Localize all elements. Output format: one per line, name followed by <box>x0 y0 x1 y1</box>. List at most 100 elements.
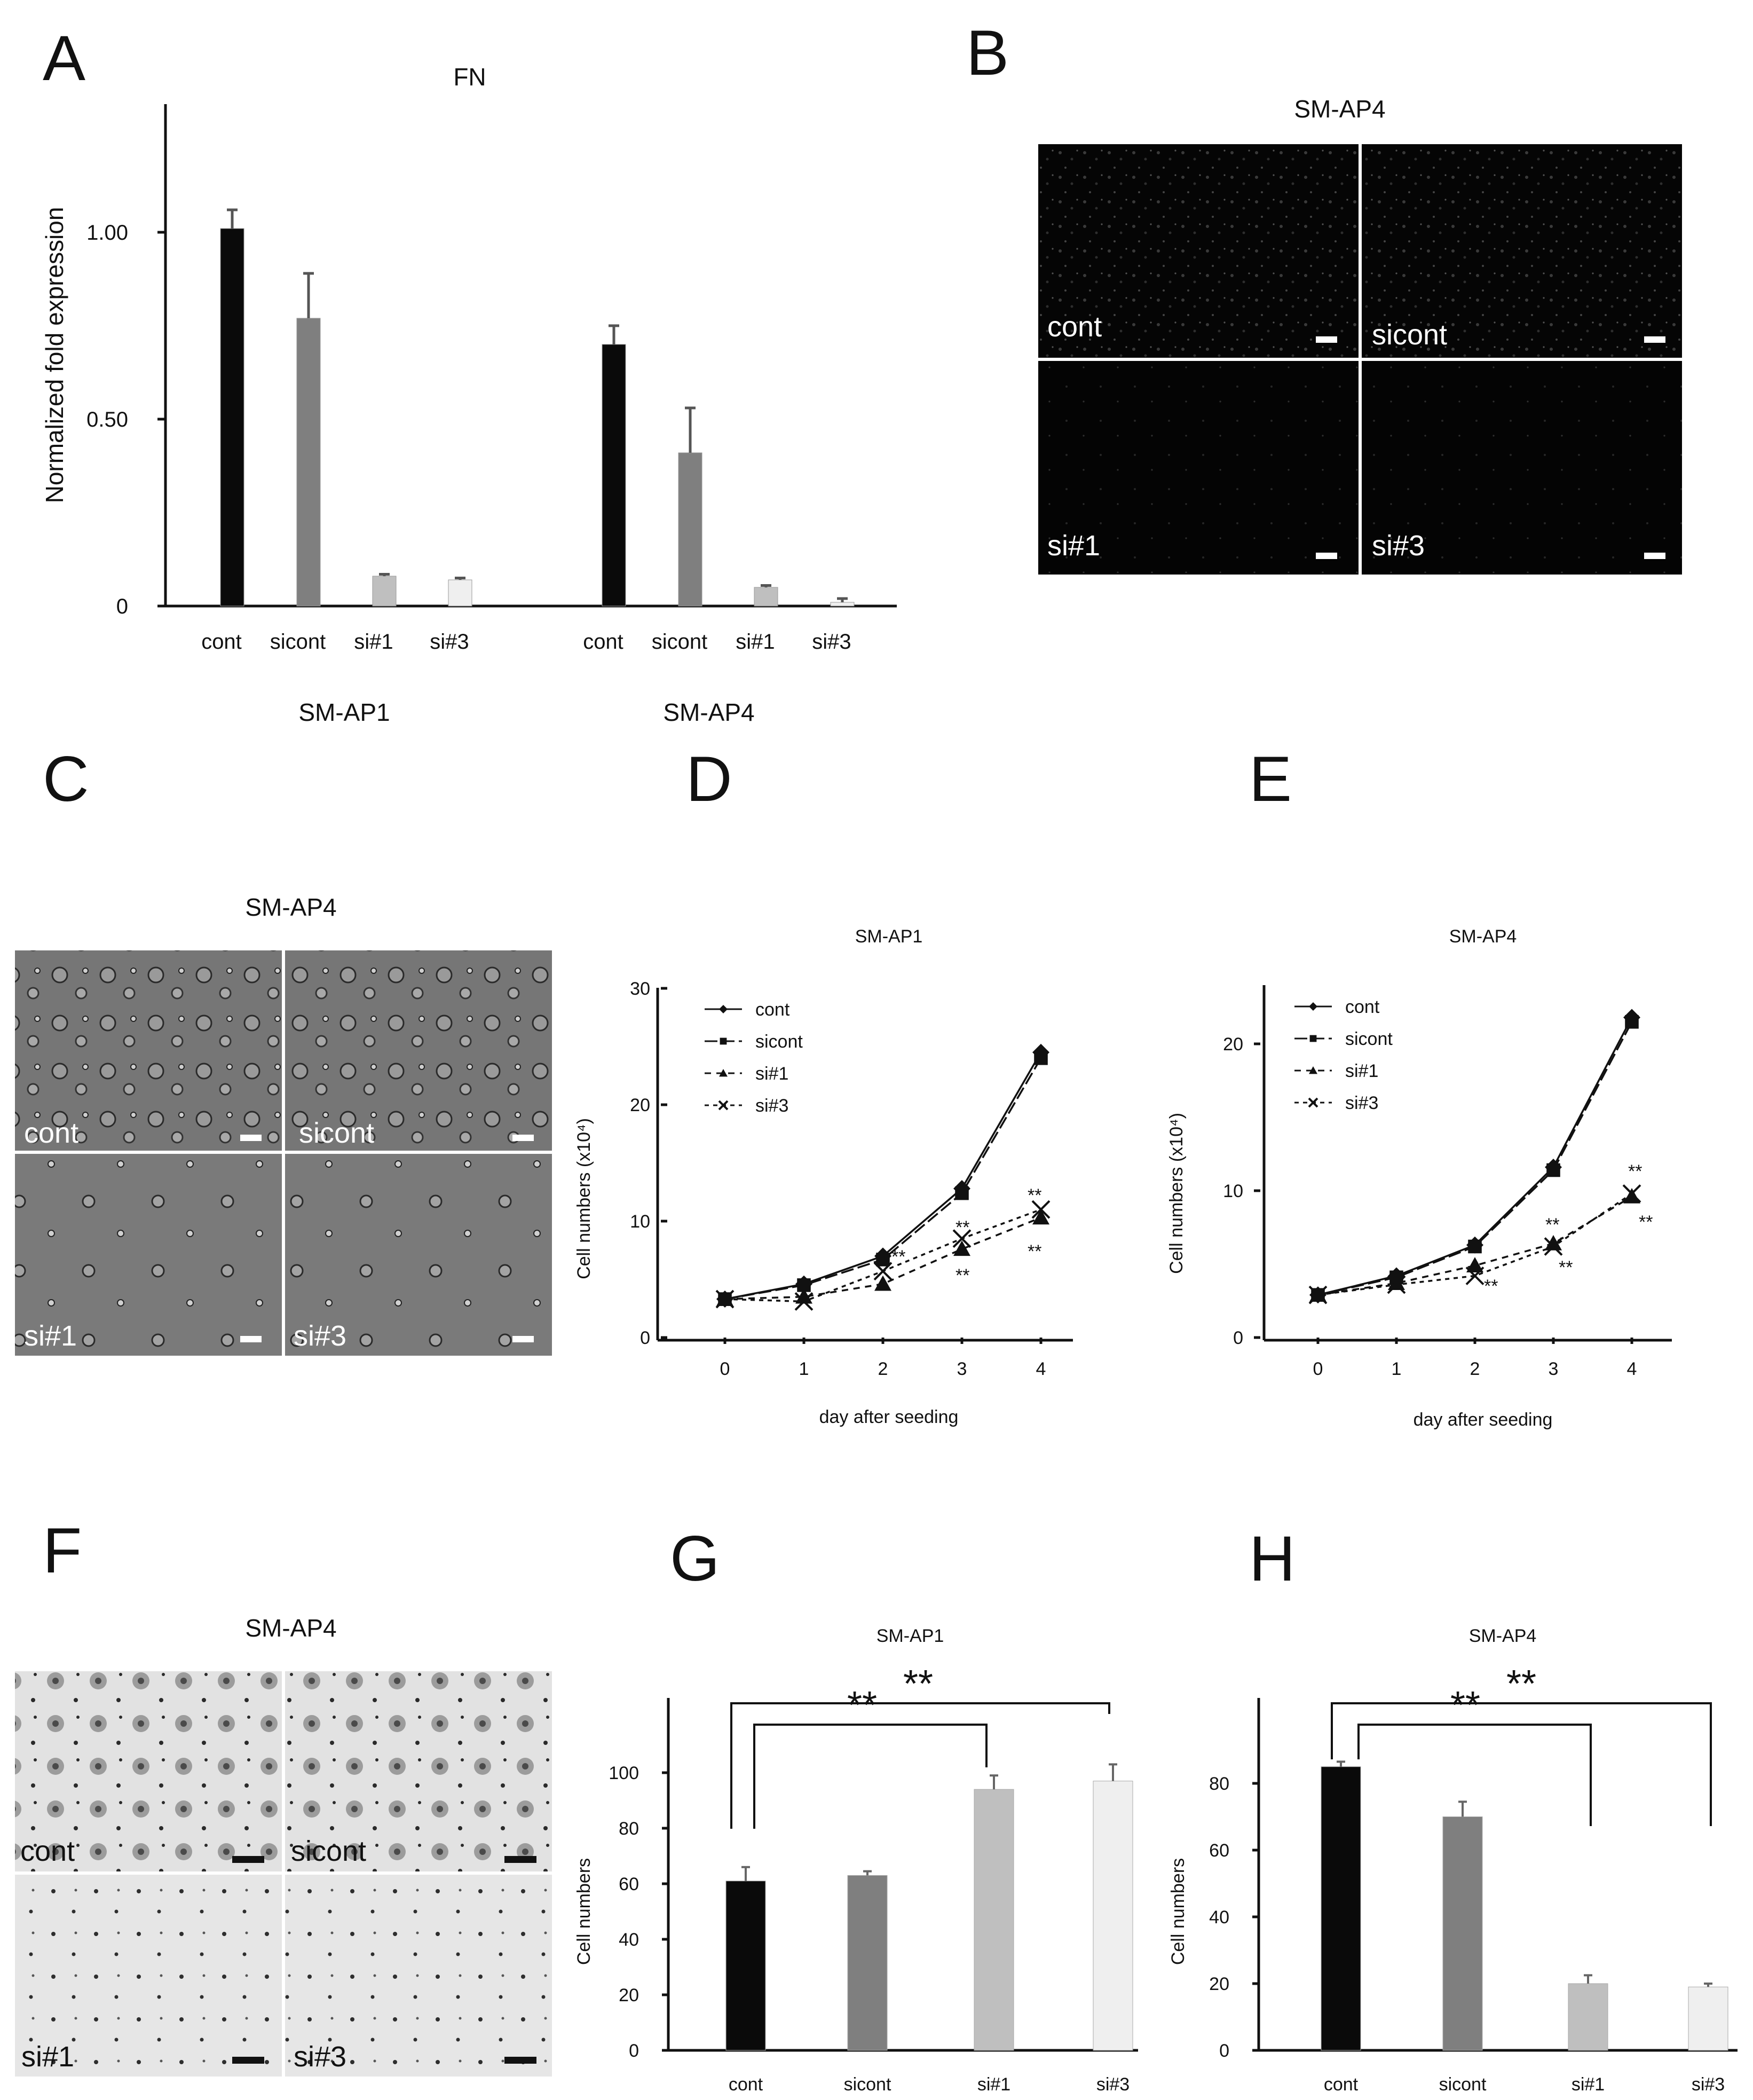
panel-g-ytick-label: 80 <box>619 1819 639 1839</box>
panel-a-category-label: si#1 <box>354 630 393 654</box>
panel-f-label-cont: cont <box>20 1835 75 1867</box>
panel-c-scale-bar-3 <box>240 1336 262 1342</box>
panel-e-title: SM-AP4 <box>1449 926 1517 947</box>
panel-g-ylabel: Cell numbers <box>574 1858 594 1965</box>
panel-letter-e: E <box>1249 743 1292 815</box>
panel-d-ytick-label: 30 <box>630 979 650 999</box>
panel-g-ytick-label: 40 <box>619 1930 639 1950</box>
panel-h-category-label: si#1 <box>1572 2074 1605 2095</box>
panel-e-data-point <box>1623 1188 1640 1204</box>
panel-d-xtick-label: 2 <box>878 1359 888 1379</box>
panel-g-ytick-label: 100 <box>609 1763 639 1783</box>
panel-f-scale-bar-4 <box>504 2057 536 2064</box>
panel-d-data-point <box>1032 1209 1049 1225</box>
panel-g-significance-bracket <box>753 1724 988 1829</box>
panel-d-significance-mark: ** <box>1028 1185 1041 1206</box>
panel-b: B SM-AP4 cont sicont si#1 si#3 <box>966 17 1682 575</box>
panel-f-micrograph-cont <box>15 1671 282 1871</box>
panel-e-significance-mark: ** <box>1545 1215 1559 1235</box>
panel-h-significance-bracket <box>1331 1702 1712 1826</box>
panel-f-image-grid: cont sicont si#1 si#3 <box>15 1671 552 2077</box>
panel-f-label-si1: si#1 <box>21 2041 74 2073</box>
panel-d-data-point <box>715 1289 735 1309</box>
panel-g-ytick-label: 60 <box>619 1874 639 1894</box>
panel-f-label-sicont: sicont <box>291 1835 366 1867</box>
panel-d-xtick-label: 3 <box>957 1359 967 1379</box>
panel-e-data-point <box>1546 1163 1560 1177</box>
panel-g-bar-0 <box>725 1881 766 2051</box>
panel-a-ytick-label: 0.50 <box>86 408 128 431</box>
panel-e-ytick-label: 10 <box>1223 1181 1243 1201</box>
panel-b-label-sicont: sicont <box>1372 319 1447 351</box>
panel-c-label-sicont: sicont <box>299 1117 374 1149</box>
panel-b-scale-bar-3 <box>1316 553 1337 559</box>
panel-d-data-point <box>876 1253 890 1267</box>
panel-b-scale-bar-1 <box>1316 336 1337 343</box>
panel-h-significance-stars: ** <box>1450 1684 1480 1727</box>
panel-d-data-point <box>795 1288 812 1304</box>
panel-e-xtick-label: 0 <box>1313 1359 1323 1379</box>
panel-a-category-label: sicont <box>652 630 708 654</box>
panel-d-legend-label: sicont <box>755 1032 803 1052</box>
panel-d-xlabel: day after seeding <box>819 1407 959 1427</box>
panel-e-significance-mark: ** <box>1628 1161 1642 1182</box>
panel-letter-d: D <box>686 743 732 815</box>
panel-e-legend-marker <box>1309 1002 1317 1011</box>
panel-g-bar-3 <box>1093 1781 1133 2051</box>
panel-f: F SM-AP4 cont sicont si#1 si#3 <box>15 1515 552 2077</box>
panel-e-legend-label: si#1 <box>1345 1061 1378 1081</box>
panel-d-significance-mark: ** <box>956 1217 969 1238</box>
panel-g-significance-stars: ** <box>903 1663 933 1705</box>
panel-c-scale-bar-1 <box>240 1135 262 1141</box>
panel-g-title: SM-AP1 <box>876 1626 944 1646</box>
panel-a-category-label: si#3 <box>430 630 469 654</box>
panel-f-title: SM-AP4 <box>245 1614 336 1642</box>
panel-e-legend-marker <box>1309 1066 1317 1074</box>
panel-d-ytick-label: 10 <box>630 1212 650 1232</box>
panel-h-category-label: si#3 <box>1692 2074 1725 2095</box>
panel-d-legend-marker <box>718 1100 729 1111</box>
panel-d-data-point <box>953 1240 970 1256</box>
panel-e-xtick-label: 4 <box>1627 1359 1637 1379</box>
panel-b-micrograph-si3 <box>1362 361 1682 575</box>
panel-e-legend-label: si#3 <box>1345 1093 1378 1113</box>
panel-c-scale-bar-4 <box>512 1336 534 1342</box>
panel-h-bar-1 <box>1442 1816 1483 2051</box>
panel-e-data-point <box>1468 1239 1482 1254</box>
panel-a-title: FN <box>453 63 486 91</box>
panel-e-legend-label: cont <box>1345 997 1380 1017</box>
panel-f-micrograph-si1 <box>15 1875 282 2077</box>
panel-d-legend-label: cont <box>755 1000 790 1020</box>
panel-f-scale-bar-3 <box>232 2057 264 2064</box>
panel-a-category-label: si#3 <box>812 630 851 654</box>
panel-e-ytick-label: 0 <box>1233 1328 1243 1348</box>
panel-e-xtick-label: 1 <box>1392 1359 1402 1379</box>
panel-f-scale-bar-1 <box>232 1856 264 1863</box>
panel-h-significance-bracket <box>1357 1724 1592 1826</box>
panel-d-data-point <box>1034 1051 1048 1065</box>
panel-a-bar-sm-ap1-0 <box>220 228 244 607</box>
panel-d-data-point <box>952 1229 972 1248</box>
panel-c-title: SM-AP4 <box>245 893 336 921</box>
panel-h-ytick-label: 40 <box>1209 1907 1229 1928</box>
panel-a-group-label-sm-ap4: SM-AP4 <box>663 698 754 726</box>
panel-a-bar-sm-ap4-0 <box>602 344 626 607</box>
panel-e-data-point <box>1387 1275 1406 1294</box>
panel-d-xtick-label: 4 <box>1036 1359 1046 1379</box>
panel-g-category-label: sicont <box>844 2074 891 2095</box>
panel-h: H SM-AP4 Cell numbers 0 20 40 60 80 cont sico… <box>1168 1523 1738 2095</box>
panel-a-category-label: cont <box>583 630 623 654</box>
panel-g: G SM-AP1 Cell numbers 0 20 40 60 80 100 cont s… <box>574 1523 1138 2095</box>
panel-h-category-label: sicont <box>1439 2074 1487 2095</box>
panel-b-label-si3: si#3 <box>1372 530 1425 562</box>
panel-d-significance-mark: ** <box>891 1247 905 1267</box>
panel-d-significance-mark: ** <box>956 1265 969 1286</box>
panel-h-ytick-label: 20 <box>1209 1974 1229 1994</box>
panel-c-label-si1: si#1 <box>24 1320 77 1352</box>
panel-a-bar-sm-ap4-2 <box>754 587 778 607</box>
panel-c-micrograph-si3 <box>285 1154 552 1356</box>
panel-d-significance-mark: ** <box>1028 1241 1041 1262</box>
panel-d-legend-marker <box>719 1069 728 1077</box>
panel-c-label-si3: si#3 <box>294 1320 346 1352</box>
panel-a-bar-sm-ap4-1 <box>678 452 702 607</box>
